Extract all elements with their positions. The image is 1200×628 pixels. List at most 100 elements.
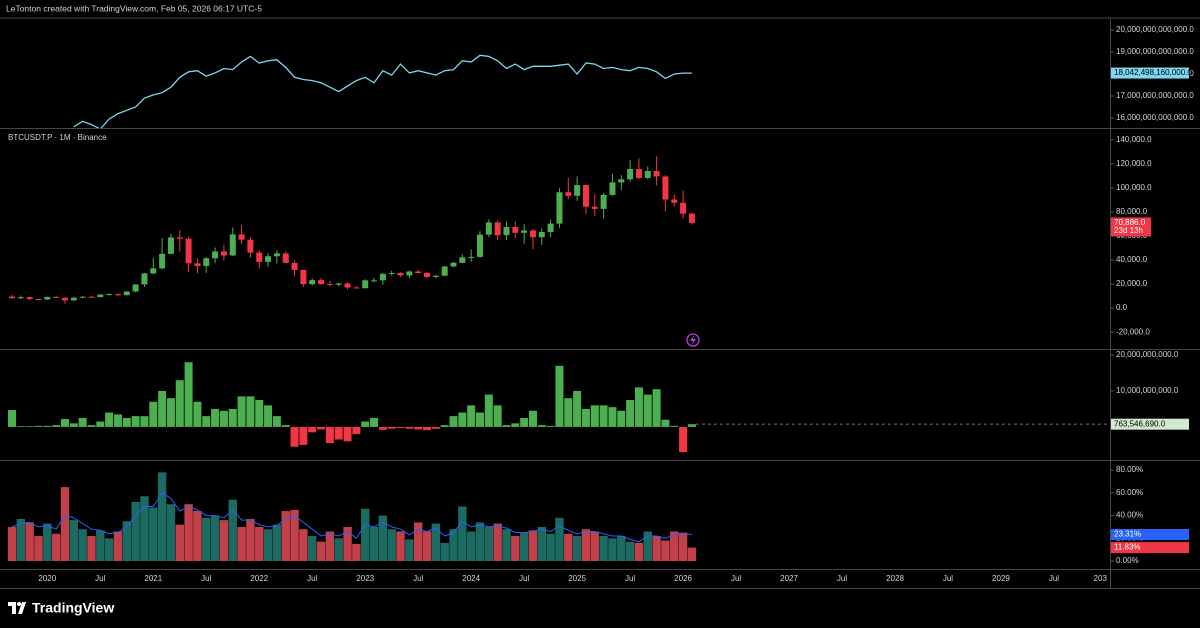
x-tick-label: 2029 (992, 574, 1010, 583)
bar (69, 520, 79, 562)
candle-body (627, 168, 634, 180)
bar (352, 543, 361, 562)
bar (546, 533, 555, 562)
bar (43, 425, 52, 427)
candle-body (547, 223, 554, 232)
bar (219, 410, 228, 427)
bar (105, 412, 114, 427)
bar (316, 541, 326, 562)
bar (325, 531, 335, 562)
bar (625, 541, 635, 562)
bar (140, 416, 149, 427)
bar (281, 511, 290, 562)
candle-body (680, 202, 687, 214)
line (11, 492, 692, 543)
last-value-label: 11.83% (1114, 543, 1141, 552)
bar (343, 426, 352, 442)
candle-body (318, 280, 325, 285)
bar (599, 405, 608, 427)
candle-body (150, 268, 157, 274)
bar (608, 538, 617, 562)
bar (16, 518, 26, 562)
bar (51, 533, 61, 562)
candle-body (344, 283, 351, 288)
candle-body (79, 296, 86, 298)
candle-body (132, 284, 139, 292)
bar (564, 398, 573, 427)
candle-body (388, 272, 395, 274)
bar (7, 526, 17, 562)
bar (166, 398, 175, 427)
bar (670, 425, 679, 427)
candle-body (53, 296, 60, 298)
bar (202, 517, 211, 562)
bar (87, 425, 96, 427)
bar (617, 410, 626, 427)
x-tick-label: Jul (95, 574, 105, 583)
x-tick-label: 2025 (568, 574, 586, 583)
bar (157, 472, 167, 562)
candle-body (229, 234, 236, 256)
x-tick-label: 2021 (144, 574, 162, 583)
candle-body (565, 192, 572, 196)
bar (25, 426, 34, 427)
plot: BTCUSDT.P · 1M · Binance (7, 54, 1110, 562)
bar (608, 407, 617, 427)
bar (43, 523, 52, 562)
x-tick-label: 2027 (780, 574, 798, 583)
panel (7, 472, 697, 562)
y-tick-label: 140,000.0 (1116, 135, 1152, 144)
bar (687, 547, 697, 562)
bar (423, 426, 432, 431)
bar (511, 423, 520, 427)
candle-body (26, 297, 33, 300)
bar (528, 410, 537, 427)
candle-body (185, 238, 192, 264)
candle-body (600, 194, 607, 209)
bar (272, 524, 282, 562)
candle-body (300, 269, 307, 285)
candle-body (556, 192, 563, 224)
candle-body (353, 287, 360, 289)
bar (255, 526, 264, 562)
bar (599, 536, 608, 562)
bar (308, 536, 317, 562)
bar (308, 426, 317, 433)
candle-body (123, 291, 130, 296)
x-tick-label: Jul (519, 574, 529, 583)
candle-body (141, 273, 148, 285)
bar (528, 530, 538, 562)
bar (87, 536, 96, 562)
x-tick-label: Jul (943, 574, 953, 583)
candle-body (468, 256, 475, 258)
x-tick-label: Jul (413, 574, 423, 583)
bar (237, 526, 246, 562)
candle-body (485, 222, 492, 235)
panel (73, 54, 692, 128)
countdown: 23d 13h (1114, 226, 1143, 235)
logo-mark (8, 602, 26, 614)
bar (581, 408, 590, 427)
bar (546, 425, 555, 427)
candle-body (17, 297, 24, 299)
bar (149, 401, 158, 427)
y-tick-label: 40.00% (1116, 511, 1143, 520)
candle-body (212, 251, 219, 259)
bar (149, 507, 158, 562)
y-tick-label: 120,000.0 (1116, 159, 1152, 168)
bar (113, 414, 122, 427)
bar (643, 531, 652, 562)
bar (193, 511, 202, 562)
bar (264, 405, 273, 427)
x-tick-label: Jul (731, 574, 741, 583)
candle-body (282, 253, 289, 263)
candle-body (653, 171, 660, 177)
bar (219, 520, 229, 562)
candle-body (450, 262, 457, 267)
candle-body (114, 294, 121, 296)
x-tick-label: 2020 (38, 574, 56, 583)
candle-body (220, 251, 227, 256)
candle-body (273, 253, 280, 257)
bar (228, 408, 237, 427)
